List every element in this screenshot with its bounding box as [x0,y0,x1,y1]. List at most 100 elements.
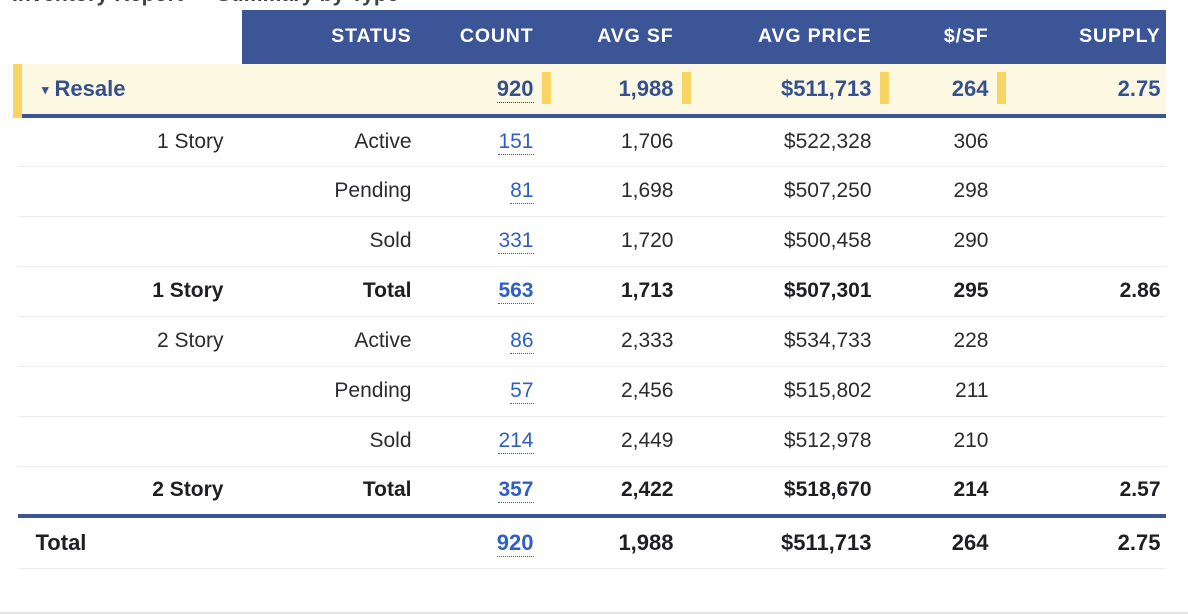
table-row[interactable]: 1 Story Active 151 1,706 $522,328 306 [17,116,1166,167]
group-row-supply: 2.75 [1000,64,1166,118]
cell-type: 1 Story [17,266,242,317]
chevron-down-icon[interactable]: ▾ [42,82,49,97]
count-link[interactable]: 357 [498,478,534,504]
count-link[interactable]: 57 [510,379,534,404]
grand-total-avg-price: $511,713 [685,514,884,569]
group-row-status [241,64,424,118]
spacer-cell [18,568,242,612]
clipped-title-text: Inventory Report — Summary by Type [12,0,399,7]
cell-count: 57 [423,366,546,417]
cell-avg-sf: 1,713 [545,266,686,317]
table-row[interactable]: Sold 331 1,720 $500,458 290 [17,216,1166,267]
cell-count: 331 [423,216,546,267]
cell-supply: 2.86 [1000,266,1166,317]
cell-status: Pending [241,366,424,417]
cell-count: 81 [423,166,546,217]
cell-type [17,216,242,267]
cell-avg-sf: 2,333 [545,316,686,367]
table-body: ▾ Resale 920 1,988 $511,713 264 2.75 1 St… [13,64,1166,612]
cell-status: Sold [241,216,424,267]
column-header-avg-price[interactable]: AVG PRICE [685,10,884,64]
cell-avg-sf: 2,456 [545,366,686,417]
column-header-type [17,10,242,64]
cell-avg-price: $518,670 [685,466,884,517]
cell-avg-price: $507,301 [685,266,884,317]
column-header-price-per-sf[interactable]: $/SF [883,10,1001,64]
cell-supply [1000,216,1166,267]
cell-type [17,166,242,217]
count-link[interactable]: 151 [498,129,534,155]
grand-total-price-per-sf: 264 [883,514,1001,569]
cell-count: 357 [423,466,546,517]
cell-type: 2 Story [17,316,242,367]
count-link[interactable]: 214 [498,429,534,454]
group-row-avg-price: $511,713 [685,64,889,118]
inventory-summary-table: STATUS COUNT AVG SF AVG PRICE $/SF SUPPL… [13,10,1166,612]
cell-type [17,366,242,417]
group-row-price-per-sf: 264 [883,64,1006,118]
cell-avg-price: $522,328 [685,116,884,167]
cell-count: 563 [423,266,546,317]
clipped-title-strip: Inventory Report — Summary by Type [0,0,1188,9]
cell-avg-sf: 2,449 [545,416,686,467]
cell-price-per-sf: 306 [883,116,1001,167]
subtotal-row-1-story[interactable]: 1 Story Total 563 1,713 $507,301 295 2.8… [17,266,1166,317]
cell-supply [1000,416,1166,467]
group-row-count: 920 [423,64,551,118]
spacer-cell [546,568,686,612]
count-link[interactable]: 81 [510,179,534,204]
count-link[interactable]: 86 [510,329,534,354]
spacer-cell [1001,568,1166,612]
subtotal-row-2-story[interactable]: 2 Story Total 357 2,422 $518,670 214 2.5… [17,466,1166,517]
cell-supply: 2.57 [1000,466,1166,517]
count-link[interactable]: 920 [496,529,534,557]
count-link[interactable]: 331 [498,229,534,254]
column-header-status[interactable]: STATUS [241,10,424,64]
grand-total-label: Total [17,514,242,569]
spacer-cell [242,568,424,612]
cell-avg-sf: 1,698 [545,166,686,217]
group-row-label: Resale [54,76,126,101]
table-row[interactable]: Pending 81 1,698 $507,250 298 [17,166,1166,217]
grand-total-supply: 2.75 [1000,514,1166,569]
cell-avg-sf: 1,720 [545,216,686,267]
table-header: STATUS COUNT AVG SF AVG PRICE $/SF SUPPL… [17,10,1166,64]
spacer-cell [424,568,546,612]
cell-type: 2 Story [17,466,242,517]
group-row-resale[interactable]: ▾ Resale 920 1,988 $511,713 264 2.75 [13,64,1166,118]
spacer-cell [884,568,1001,612]
group-row-avg-sf: 1,988 [545,64,691,118]
cell-type [17,416,242,467]
cell-status: Total [241,466,424,517]
grand-total-avg-sf: 1,988 [545,514,686,569]
cell-count: 151 [423,116,546,167]
table-row[interactable]: Sold 214 2,449 $512,978 210 [17,416,1166,467]
table-row[interactable]: 2 Story Active 86 2,333 $534,733 228 [17,316,1166,367]
cell-status: Total [241,266,424,317]
group-row-label-cell[interactable]: ▾ Resale [13,64,242,118]
cell-supply [1000,366,1166,417]
page-bottom-divider [0,612,1188,614]
cell-avg-price: $512,978 [685,416,884,467]
cell-status: Active [241,316,424,367]
cell-count: 86 [423,316,546,367]
cell-price-per-sf: 214 [883,466,1001,517]
table-row[interactable]: Pending 57 2,456 $515,802 211 [17,366,1166,417]
cell-supply [1000,316,1166,367]
column-header-avg-sf[interactable]: AVG SF [545,10,686,64]
cell-supply [1000,116,1166,167]
cell-avg-sf: 2,422 [545,466,686,517]
cell-status: Active [241,116,424,167]
cell-supply [1000,166,1166,217]
column-header-count[interactable]: COUNT [423,10,546,64]
cell-count: 214 [423,416,546,467]
cell-price-per-sf: 211 [883,366,1001,417]
count-link[interactable]: 563 [498,279,534,304]
column-header-supply[interactable]: SUPPLY [1000,10,1166,64]
cell-price-per-sf: 228 [883,316,1001,367]
count-link[interactable]: 920 [496,76,534,103]
cell-price-per-sf: 295 [883,266,1001,317]
cell-status: Pending [241,166,424,217]
spacer-cell [686,568,884,612]
grand-total-row: Total 920 1,988 $511,713 264 2.75 [17,514,1166,569]
